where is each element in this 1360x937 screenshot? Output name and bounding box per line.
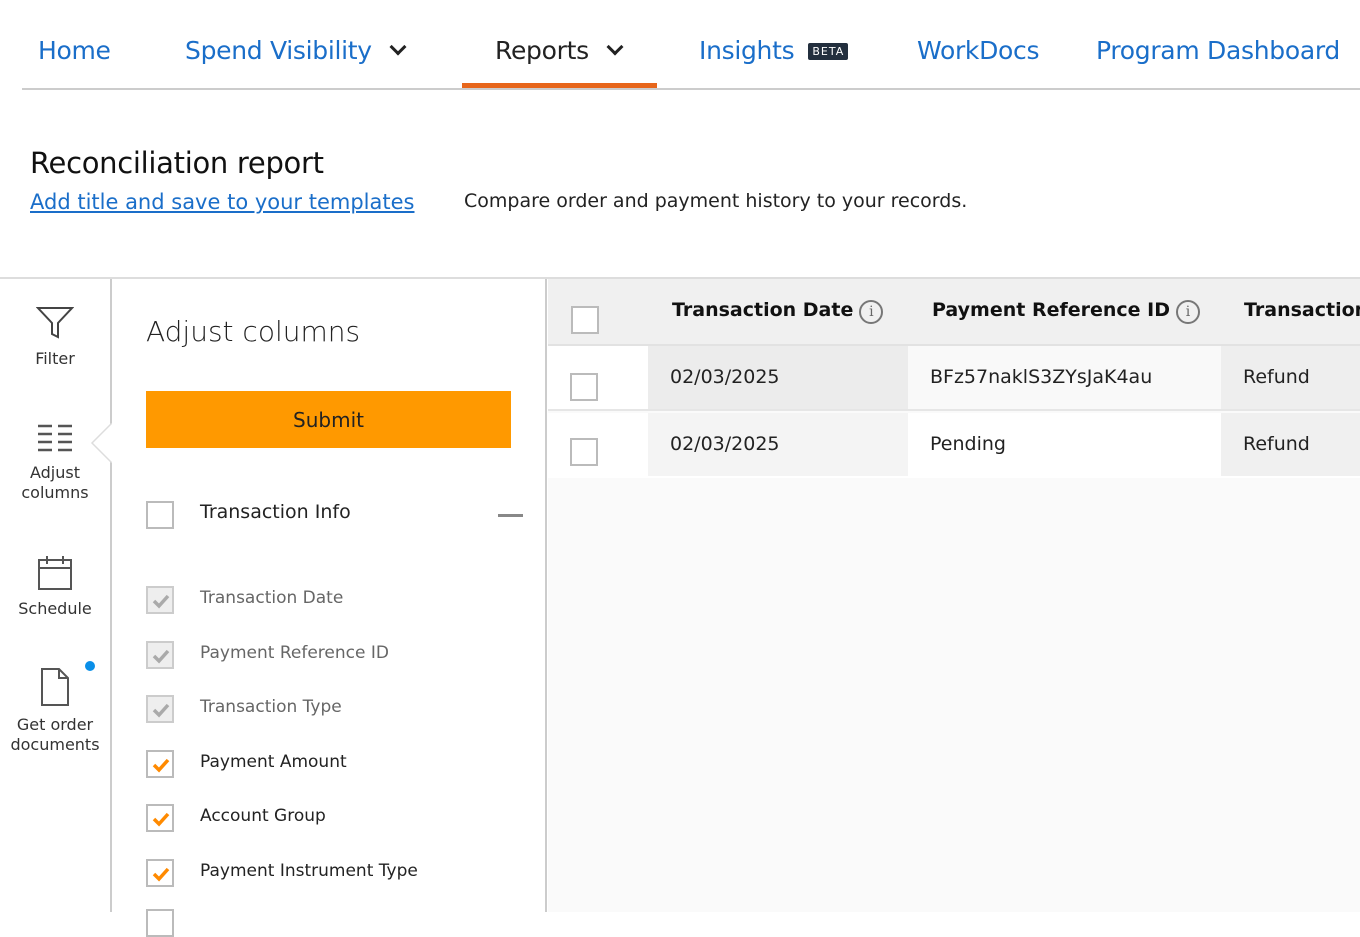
row-checkbox[interactable] — [570, 373, 598, 401]
column-checkbox[interactable] — [146, 909, 174, 937]
column-label: Payment Instrument Type — [200, 860, 418, 881]
nav-label: Spend Visibility — [185, 36, 372, 65]
cell-payment-ref: BFz57naklS3ZYsJaK4au — [908, 346, 1221, 409]
report-table: Transaction Date i Payment Reference ID i … — [548, 279, 1360, 912]
info-icon[interactable]: i — [859, 300, 884, 324]
rail-label: Schedule — [18, 599, 92, 618]
column-label: Transaction Date — [200, 588, 344, 608]
column-header[interactable]: Payment Reference ID i — [932, 299, 1201, 324]
rail-adjust-columns[interactable]: Adjust columns — [0, 423, 110, 503]
column-checkbox[interactable] — [146, 858, 174, 887]
nav-reports[interactable]: Reports — [495, 36, 624, 65]
column-header[interactable]: Transaction — [1244, 299, 1360, 321]
active-tab-indicator — [462, 83, 657, 88]
rail-label: Adjust columns — [21, 463, 89, 502]
rail-label: Filter — [35, 349, 75, 368]
calendar-icon — [38, 556, 72, 590]
check-icon — [152, 812, 170, 827]
active-pointer — [90, 423, 112, 463]
rail-label: Get order documents — [10, 715, 100, 754]
nav-workdocs[interactable]: WorkDocs — [917, 36, 1040, 65]
beta-badge: BETA — [808, 43, 849, 60]
side-rail: Filter Adjust columns Schedule Get order… — [0, 279, 112, 912]
column-checkbox[interactable] — [146, 695, 174, 723]
rail-filter[interactable]: Filter — [0, 305, 110, 369]
column-checkbox[interactable] — [146, 586, 174, 614]
table-row: 02/03/2025 Pending Refund — [548, 413, 1360, 478]
column-checkbox[interactable] — [146, 749, 174, 778]
select-all-checkbox[interactable] — [571, 306, 599, 334]
check-icon — [152, 867, 170, 882]
nav-label: Reports — [495, 36, 589, 65]
page-title: Reconciliation report — [30, 146, 324, 180]
info-icon[interactable]: i — [1176, 300, 1201, 324]
check-icon — [152, 703, 170, 718]
rail-schedule[interactable]: Schedule — [0, 555, 110, 619]
nav-program-dashboard[interactable]: Program Dashboard — [1096, 36, 1340, 65]
column-label: Account Group — [200, 806, 326, 826]
notification-dot — [85, 661, 95, 671]
page-description: Compare order and payment history to you… — [464, 190, 968, 212]
column-checkbox[interactable] — [146, 640, 174, 669]
cell-type: Refund — [1221, 346, 1360, 409]
nav-label: Insights — [699, 36, 795, 65]
check-icon — [152, 649, 170, 664]
cell-date: 02/03/2025 — [648, 346, 908, 409]
check-icon — [152, 594, 170, 609]
nav-spend-visibility[interactable]: Spend Visibility — [185, 36, 407, 65]
chevron-down-icon — [606, 38, 624, 56]
chevron-down-icon — [389, 38, 407, 56]
cell-payment-ref: Pending — [908, 413, 1221, 476]
save-template-link[interactable]: Add title and save to your templates — [30, 190, 415, 214]
document-icon — [41, 668, 69, 706]
group-label: Transaction Info — [200, 501, 351, 523]
table-header: Transaction Date i Payment Reference ID i … — [548, 279, 1360, 346]
table-row: 02/03/2025 BFz57naklS3ZYsJaK4au Refund — [548, 346, 1360, 411]
nav-insights[interactable]: Insights BETA — [699, 36, 849, 65]
collapse-icon[interactable] — [498, 514, 523, 517]
cell-type: Refund — [1221, 413, 1360, 476]
adjust-columns-panel: Adjust columns Submit Transaction Info T… — [112, 279, 547, 937]
header-label: Payment Reference ID — [932, 299, 1171, 321]
nav-divider — [22, 88, 1360, 90]
column-label: Payment Reference ID — [200, 642, 389, 663]
content-divider — [0, 277, 1360, 279]
column-label: Transaction Type — [200, 697, 342, 717]
row-checkbox[interactable] — [570, 438, 598, 466]
nav-home[interactable]: Home — [38, 36, 111, 65]
column-header[interactable]: Transaction Date i — [672, 299, 884, 324]
submit-button[interactable]: Submit — [146, 391, 511, 448]
header-label: Transaction Date — [672, 299, 854, 321]
check-icon — [152, 758, 170, 773]
group-checkbox[interactable] — [146, 501, 174, 529]
columns-icon — [38, 424, 72, 452]
header-label: Transaction — [1244, 299, 1360, 321]
column-label: Payment Amount — [200, 751, 347, 772]
panel-title: Adjust columns — [146, 315, 361, 348]
cell-date: 02/03/2025 — [648, 413, 908, 476]
rail-get-order-documents[interactable]: Get order documents — [0, 661, 110, 755]
filter-icon — [36, 307, 74, 339]
column-checkbox[interactable] — [146, 804, 174, 832]
